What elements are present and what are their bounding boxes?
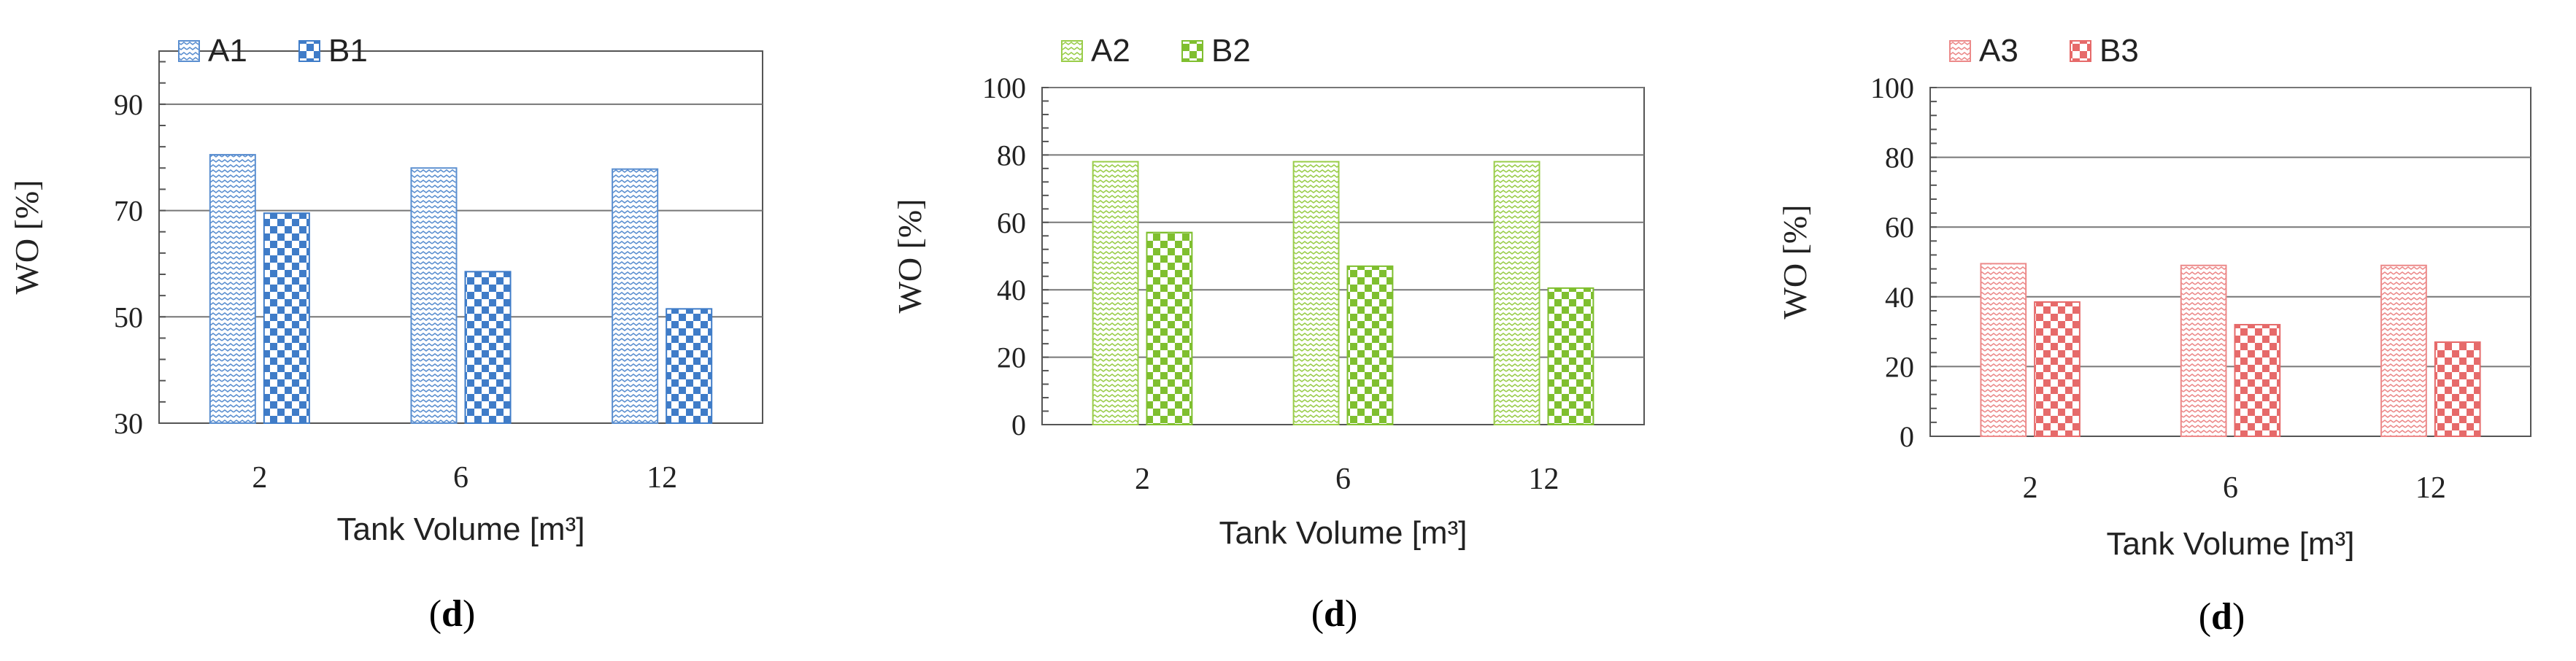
bar-A2-6 — [1292, 161, 1340, 425]
y-tick-label: 20 — [1885, 350, 1914, 383]
x-axis-label: Tank Volume [m³] — [1219, 515, 1468, 551]
bar-B3-12 — [2434, 341, 2481, 437]
bar-B2-2 — [1146, 231, 1193, 425]
y-tick-label: 30 — [114, 407, 143, 440]
bar-A1-6 — [410, 167, 458, 425]
y-tick-label: 40 — [997, 274, 1026, 306]
legend-swatch-B1 — [298, 40, 320, 62]
legend: A3 B3 — [1949, 33, 2139, 69]
bar-B3-6 — [2234, 324, 2281, 438]
y-tick-label: 90 — [114, 88, 143, 121]
y-tick-label: 60 — [997, 206, 1026, 239]
y-axis-label: WO [%] — [891, 198, 928, 313]
x-tick-label: 12 — [647, 461, 677, 495]
y-tick-label: 40 — [1885, 281, 1914, 314]
legend-swatch-B3 — [2070, 40, 2091, 62]
y-tick-label: 100 — [1870, 71, 1914, 104]
legend-label-A3: A3 — [1979, 33, 2018, 69]
bar-B1-2 — [263, 212, 310, 424]
x-tick-label: 12 — [2415, 471, 2446, 505]
legend-swatch-B2 — [1181, 40, 1203, 62]
x-tick-label: 6 — [2223, 471, 2238, 505]
chart-panel-1: 30 50 70 90 2 6 12 WO [%] Tank Volume [m³] A1 B1 (d… — [8, 33, 763, 635]
bar-A2-12 — [1493, 161, 1540, 425]
y-tick-label: 80 — [997, 139, 1026, 171]
bar-B1-6 — [464, 271, 512, 424]
x-tick-label: 2 — [2023, 471, 2038, 505]
legend: A2 B2 — [1061, 33, 1251, 69]
bar-A3-6 — [2180, 264, 2227, 437]
bar-A1-2 — [209, 154, 256, 424]
y-tick-label: 60 — [1885, 211, 1914, 244]
bar-A3-12 — [2380, 264, 2427, 437]
x-axis-label: Tank Volume [m³] — [2107, 526, 2355, 562]
bar-A2-2 — [1092, 161, 1139, 425]
legend-label-A2: A2 — [1091, 33, 1130, 69]
bar-B2-6 — [1346, 265, 1394, 425]
x-tick-label: 2 — [252, 461, 267, 495]
plot-area — [158, 50, 763, 424]
legend-swatch-A1 — [178, 40, 200, 62]
bar-A3-2 — [1980, 263, 2027, 438]
legend-label-B2: B2 — [1211, 33, 1251, 69]
chart-panel-3: 0 20 40 60 80 100 2 6 12 WO [%] Tank Volume [m³] A3… — [1776, 33, 2531, 638]
panel-caption: (d) — [1311, 593, 1358, 635]
legend: A1 B1 — [178, 33, 368, 69]
y-tick-label: 80 — [1885, 142, 1914, 174]
x-tick-label: 12 — [1529, 463, 1559, 496]
bar-B2-12 — [1547, 287, 1594, 426]
legend-label-B3: B3 — [2099, 33, 2139, 69]
y-tick-label: 70 — [114, 195, 143, 228]
y-tick-label: 0 — [1900, 420, 1914, 453]
legend-label-A1: A1 — [208, 33, 247, 69]
legend-label-B1: B1 — [328, 33, 368, 69]
y-tick-label: 0 — [1011, 409, 1026, 441]
x-tick-label: 2 — [1135, 463, 1150, 496]
panel-caption: (d) — [429, 593, 476, 635]
plot-area — [1041, 87, 1645, 425]
legend-swatch-A3 — [1949, 40, 1971, 62]
bar-B3-2 — [2034, 301, 2081, 437]
bar-B1-12 — [666, 308, 713, 424]
bar-A1-12 — [612, 168, 659, 424]
y-tick-label: 100 — [982, 71, 1026, 104]
y-axis-label: WO [%] — [8, 179, 45, 294]
legend-swatch-A2 — [1061, 40, 1083, 62]
x-tick-label: 6 — [453, 461, 468, 495]
plot-area — [1929, 87, 2531, 437]
y-tick-label: 20 — [997, 341, 1026, 374]
x-tick-label: 6 — [1335, 463, 1351, 496]
y-axis-label: WO [%] — [1776, 204, 1813, 319]
y-tick-label: 50 — [114, 301, 143, 333]
panel-caption: (d) — [2199, 596, 2245, 638]
chart-panel-2: 0 20 40 60 80 100 2 6 12 WO [%] Tank Volume [m³] A2… — [891, 33, 1645, 635]
x-axis-label: Tank Volume [m³] — [337, 511, 585, 547]
